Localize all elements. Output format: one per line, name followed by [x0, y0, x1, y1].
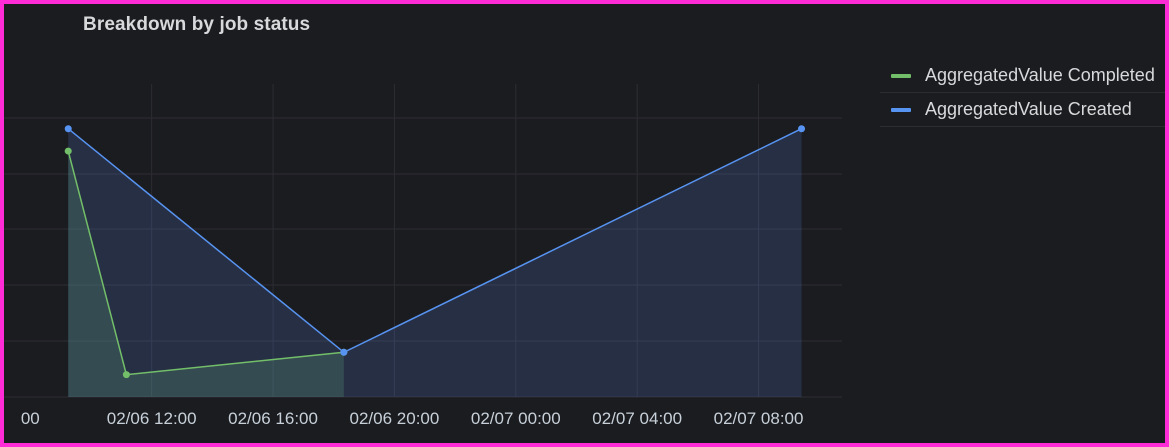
legend-label: AggregatedValue Created — [925, 99, 1132, 119]
chart-panel: Breakdown by job status 00 02/06 12:00 02/… — [4, 4, 1165, 443]
legend-swatch — [891, 73, 911, 78]
data-point[interactable] — [122, 371, 130, 379]
panel-title: Breakdown by job status — [83, 14, 311, 35]
legend-item-created[interactable]: AggregatedValue Created — [880, 93, 1165, 127]
chart-plot-area: 00 02/06 12:00 02/06 16:00 02/06 20:00 02/07… — [4, 84, 842, 428]
data-point[interactable] — [64, 147, 72, 155]
x-tick-label: 02/06 16:00 — [228, 409, 318, 428]
x-tick-label: 02/06 12:00 — [107, 409, 197, 428]
legend-label: AggregatedValue Completed — [925, 65, 1155, 85]
legend-item-completed[interactable]: AggregatedValue Completed — [880, 59, 1165, 93]
x-tick-label: 00 — [21, 409, 40, 428]
data-point[interactable] — [64, 125, 72, 133]
x-tick-label: 02/06 20:00 — [350, 409, 440, 428]
x-tick-label: 02/07 04:00 — [592, 409, 682, 428]
data-point[interactable] — [798, 125, 806, 133]
x-tick-label: 02/07 00:00 — [471, 409, 561, 428]
chart-legend: AggregatedValue Completed AggregatedValue… — [880, 59, 1165, 127]
series-area-created — [68, 128, 802, 397]
series-area-completed — [68, 151, 344, 397]
legend-swatch — [891, 107, 911, 112]
data-point[interactable] — [340, 348, 348, 356]
x-tick-label: 02/07 08:00 — [714, 409, 804, 428]
